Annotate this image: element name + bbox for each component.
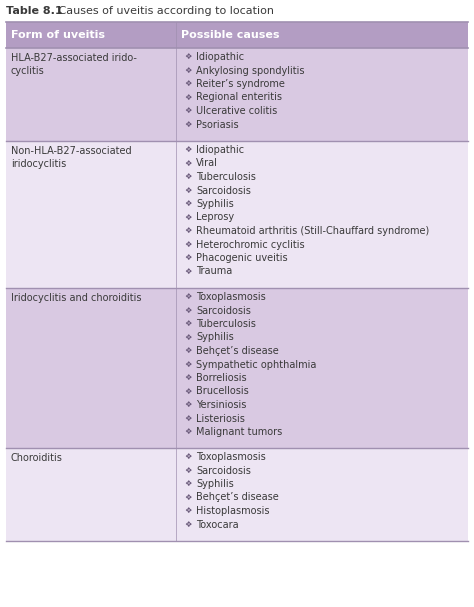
- Text: ❖: ❖: [184, 333, 191, 342]
- Bar: [6, 22, 468, 48]
- Text: Brucellosis: Brucellosis: [196, 387, 249, 396]
- Text: ❖: ❖: [184, 52, 191, 61]
- Text: Malignant tumors: Malignant tumors: [196, 427, 282, 437]
- Bar: [6, 448, 468, 541]
- Text: ❖: ❖: [184, 479, 191, 488]
- Text: ❖: ❖: [184, 427, 191, 436]
- Text: ❖: ❖: [184, 346, 191, 355]
- Text: Reiter’s syndrome: Reiter’s syndrome: [196, 79, 285, 89]
- Text: Causes of uveitis according to location: Causes of uveitis according to location: [48, 6, 274, 16]
- Text: ❖: ❖: [184, 492, 191, 501]
- Text: ❖: ❖: [184, 106, 191, 115]
- Text: ❖: ❖: [184, 373, 191, 382]
- Text: ❖: ❖: [184, 253, 191, 262]
- Text: Syphilis: Syphilis: [196, 333, 234, 342]
- Text: Non-HLA-B27-associated
iridocyclitis: Non-HLA-B27-associated iridocyclitis: [11, 146, 132, 169]
- Text: Viral: Viral: [196, 158, 218, 169]
- Text: ❖: ❖: [184, 400, 191, 409]
- Text: ❖: ❖: [184, 506, 191, 515]
- Text: Toxoplasmosis: Toxoplasmosis: [196, 292, 266, 302]
- Text: ❖: ❖: [184, 92, 191, 101]
- Text: Form of uveitis: Form of uveitis: [11, 30, 105, 40]
- Text: Idiopathic: Idiopathic: [196, 52, 244, 62]
- Text: Idiopathic: Idiopathic: [196, 145, 244, 155]
- Text: ❖: ❖: [184, 186, 191, 194]
- Text: ❖: ❖: [184, 292, 191, 301]
- Text: ❖: ❖: [184, 520, 191, 529]
- Text: Iridocyclitis and choroiditis: Iridocyclitis and choroiditis: [11, 293, 142, 303]
- Text: Sarcoidosis: Sarcoidosis: [196, 466, 251, 475]
- Text: Phacogenic uveitis: Phacogenic uveitis: [196, 253, 288, 263]
- Text: Psoriasis: Psoriasis: [196, 120, 238, 129]
- Text: Listeriosis: Listeriosis: [196, 413, 245, 424]
- Text: ❖: ❖: [184, 387, 191, 396]
- Text: ❖: ❖: [184, 172, 191, 181]
- Text: ❖: ❖: [184, 79, 191, 88]
- Text: ❖: ❖: [184, 413, 191, 422]
- Text: HLA-B27-associated irido-
cyclitis: HLA-B27-associated irido- cyclitis: [11, 53, 137, 76]
- Text: ❖: ❖: [184, 145, 191, 154]
- Text: Borreliosis: Borreliosis: [196, 373, 246, 383]
- Text: Behçet’s disease: Behçet’s disease: [196, 492, 279, 503]
- Text: Ulcerative colitis: Ulcerative colitis: [196, 106, 277, 116]
- Text: ❖: ❖: [184, 66, 191, 75]
- Text: ❖: ❖: [184, 240, 191, 248]
- Text: Trauma: Trauma: [196, 266, 232, 277]
- Text: Tuberculosis: Tuberculosis: [196, 319, 256, 329]
- Text: ❖: ❖: [184, 452, 191, 461]
- Text: ❖: ❖: [184, 359, 191, 368]
- Text: Regional enteritis: Regional enteritis: [196, 92, 282, 103]
- Text: Sympathetic ophthalmia: Sympathetic ophthalmia: [196, 359, 316, 370]
- Text: Leprosy: Leprosy: [196, 212, 234, 223]
- Text: ❖: ❖: [184, 158, 191, 168]
- Text: ❖: ❖: [184, 199, 191, 208]
- Text: ❖: ❖: [184, 305, 191, 314]
- Text: ❖: ❖: [184, 466, 191, 475]
- Text: Histoplasmosis: Histoplasmosis: [196, 506, 270, 516]
- Text: Toxocara: Toxocara: [196, 520, 238, 529]
- Text: Choroiditis: Choroiditis: [11, 453, 63, 463]
- Text: Yersiniosis: Yersiniosis: [196, 400, 246, 410]
- Text: Tuberculosis: Tuberculosis: [196, 172, 256, 182]
- Text: Sarcoidosis: Sarcoidosis: [196, 305, 251, 316]
- Text: ❖: ❖: [184, 266, 191, 276]
- Text: Table 8.1: Table 8.1: [6, 6, 63, 16]
- Text: Rheumatoid arthritis (Still-Chauffard syndrome): Rheumatoid arthritis (Still-Chauffard sy…: [196, 226, 429, 236]
- Text: ❖: ❖: [184, 120, 191, 129]
- Text: ❖: ❖: [184, 212, 191, 222]
- Bar: [6, 48, 468, 141]
- Text: Syphilis: Syphilis: [196, 479, 234, 489]
- Text: Heterochromic cyclitis: Heterochromic cyclitis: [196, 240, 305, 249]
- Text: Syphilis: Syphilis: [196, 199, 234, 209]
- Text: Possible causes: Possible causes: [181, 30, 280, 40]
- Bar: [6, 288, 468, 448]
- Text: ❖: ❖: [184, 319, 191, 328]
- Text: Ankylosing spondylitis: Ankylosing spondylitis: [196, 66, 304, 75]
- Text: Toxoplasmosis: Toxoplasmosis: [196, 452, 266, 462]
- Bar: [6, 141, 468, 288]
- Text: ❖: ❖: [184, 226, 191, 235]
- Text: Behçet’s disease: Behçet’s disease: [196, 346, 279, 356]
- Text: Sarcoidosis: Sarcoidosis: [196, 186, 251, 195]
